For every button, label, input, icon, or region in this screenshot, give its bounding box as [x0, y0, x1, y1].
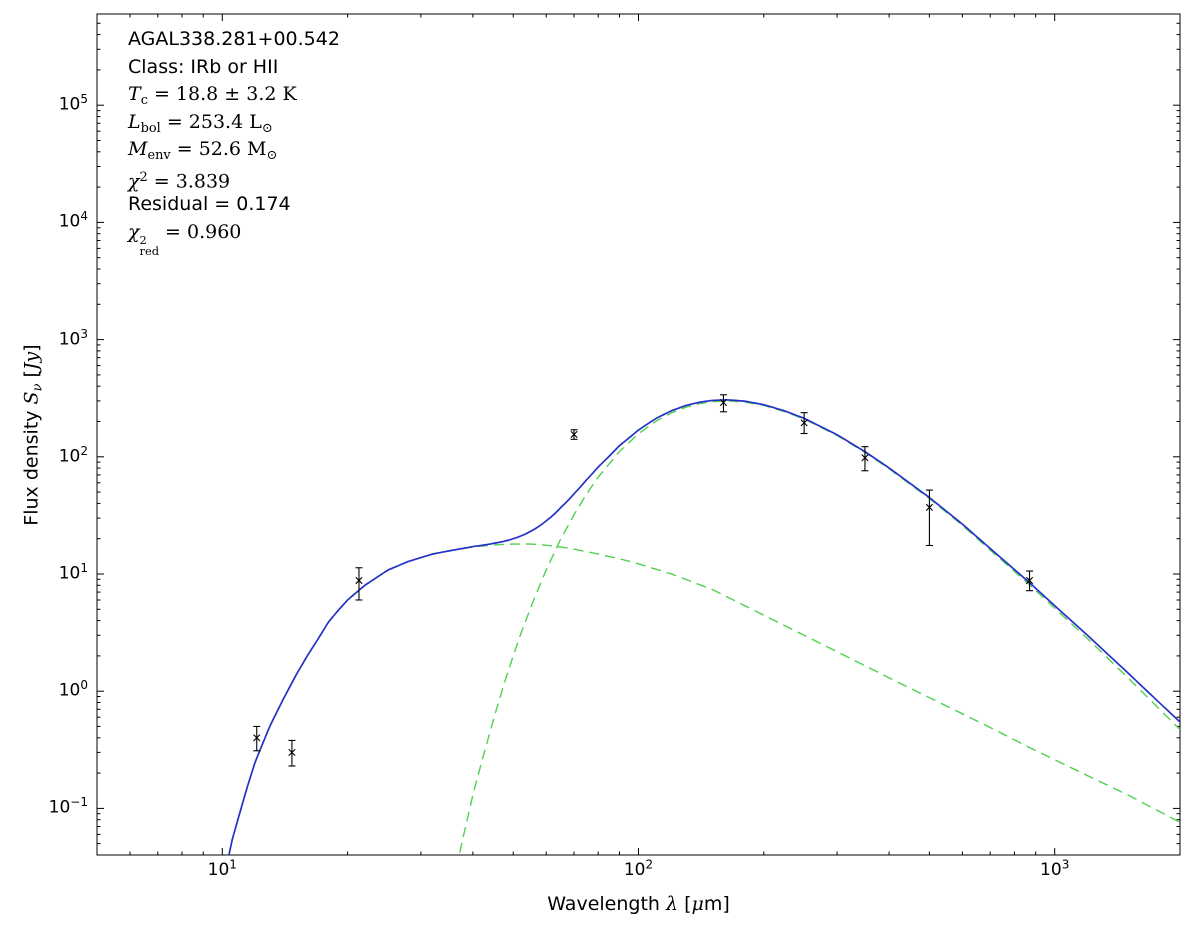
text-token: L [128, 110, 141, 133]
tick-base: 10 [58, 680, 81, 701]
tick-exponent: 1 [229, 857, 237, 872]
y-axis-label: Flux density Sν [Jy] [21, 344, 46, 525]
text-token: 2 [139, 169, 148, 185]
text-token: M [128, 138, 148, 160]
text-token: m] [703, 893, 730, 915]
text-token: λ [665, 893, 679, 915]
tick-exponent: 0 [80, 678, 88, 693]
text-token: bol [140, 120, 161, 136]
tick-base: 10 [48, 797, 71, 818]
text-token: env [147, 147, 171, 163]
annotation-line-envelope-mass: Menv = 52.6 M⊙ [128, 136, 340, 164]
x-tick-label: 101 [207, 858, 237, 880]
x-marker [1025, 576, 1034, 585]
x-marker [925, 503, 934, 511]
sup-sub-stack: 2 red [139, 232, 159, 258]
annotation-line-bolometric-luminosity: Lbol = 253.4 L⊙ [128, 109, 340, 137]
x-marker [288, 748, 296, 757]
total-model-curve [228, 398, 1180, 855]
data-point [800, 412, 808, 435]
annotation-line-source-name: AGAL338.281+00.542 [128, 26, 340, 54]
text-token: = 18.8 ± 3.2 K [147, 83, 297, 105]
text-token: Jy [20, 351, 43, 370]
tick-base: 10 [58, 563, 81, 584]
tick-base: 10 [207, 860, 230, 880]
text-token: = 0.960 [159, 220, 242, 243]
annotation-line-reduced-chi-squared: χ 2 red = 0.960 [128, 219, 340, 257]
y-tick-label: 104 [0, 210, 88, 232]
tick-exponent: 3 [80, 326, 88, 341]
annotation-block: AGAL338.281+00.542 Class: IRb or HII Tc = … [128, 26, 340, 257]
y-tick-label: 102 [0, 445, 88, 467]
text-token: S [20, 390, 43, 404]
subscript: red [139, 243, 159, 258]
tick-exponent: 1 [80, 560, 88, 575]
tick-exponent: 5 [80, 92, 88, 107]
text-token: c [140, 92, 148, 108]
x-marker [861, 454, 869, 462]
text-token: μ [691, 893, 704, 915]
tick-base: 10 [623, 860, 646, 880]
text-token: Class: IRb or HII [128, 55, 279, 78]
text-token: ν [30, 383, 46, 391]
data-point [925, 489, 934, 547]
x-marker [253, 734, 261, 742]
text-token: T [128, 83, 141, 105]
tick-exponent: 3 [1061, 857, 1070, 872]
data-point [288, 739, 296, 767]
text-token: ⊙ [261, 120, 273, 136]
tick-exponent: 2 [80, 443, 88, 458]
tick-base: 10 [58, 211, 81, 232]
y-tick-label: 103 [0, 327, 88, 350]
data-point [570, 429, 578, 440]
text-token: χ [128, 220, 140, 243]
tick-base: 10 [58, 94, 81, 115]
text-token: Residual = 0.174 [128, 193, 291, 215]
text-token: Wavelength [547, 893, 666, 915]
text-token: = 52.6 M [170, 138, 267, 160]
annotation-line-chi-squared: χ2 = 3.839 [128, 164, 340, 192]
x-marker [800, 419, 808, 427]
data-points-layer [253, 394, 1034, 767]
data-point [355, 567, 363, 601]
tick-base: 10 [1040, 860, 1062, 880]
y-tick-label: 101 [0, 562, 88, 584]
superscript: 2 [139, 232, 147, 247]
x-tick-label: 102 [623, 858, 653, 880]
text-token: [ [678, 893, 692, 915]
data-point [1025, 570, 1034, 592]
warm-component-curve [228, 543, 1180, 855]
annotation-line-residual: Residual = 0.174 [128, 191, 340, 219]
tick-base: 10 [58, 329, 81, 350]
x-marker [570, 430, 578, 439]
text-token: ⊙ [266, 147, 278, 163]
tick-exponent: −1 [70, 795, 88, 810]
tick-exponent: 4 [80, 209, 88, 224]
tick-base: 10 [58, 446, 81, 467]
text-token: [ [20, 369, 43, 384]
y-tick-label: 100 [0, 679, 88, 701]
x-tick-label: 103 [1040, 858, 1069, 880]
x-marker [719, 398, 728, 407]
data-point [253, 725, 261, 752]
annotation-line-dust-temperature: Tc = 18.8 ± 3.2 K [128, 81, 340, 109]
data-point [719, 394, 728, 413]
text-token: AGAL338.281+00.542 [128, 28, 340, 50]
annotation-line-class-line: Class: IRb or HII [128, 54, 340, 82]
text-token: χ [128, 169, 140, 192]
y-tick-label: 10−1 [0, 796, 88, 818]
tick-marks [97, 14, 1180, 855]
text-token: = 3.839 [147, 169, 231, 192]
cold-component-curve [458, 400, 1180, 855]
x-marker [355, 576, 363, 585]
text-token: = 253.4 L [160, 110, 262, 133]
data-point [861, 446, 869, 472]
x-axis-label: Wavelength λ [μm] [547, 893, 730, 915]
y-tick-label: 105 [0, 93, 88, 115]
tick-exponent: 2 [645, 857, 654, 872]
